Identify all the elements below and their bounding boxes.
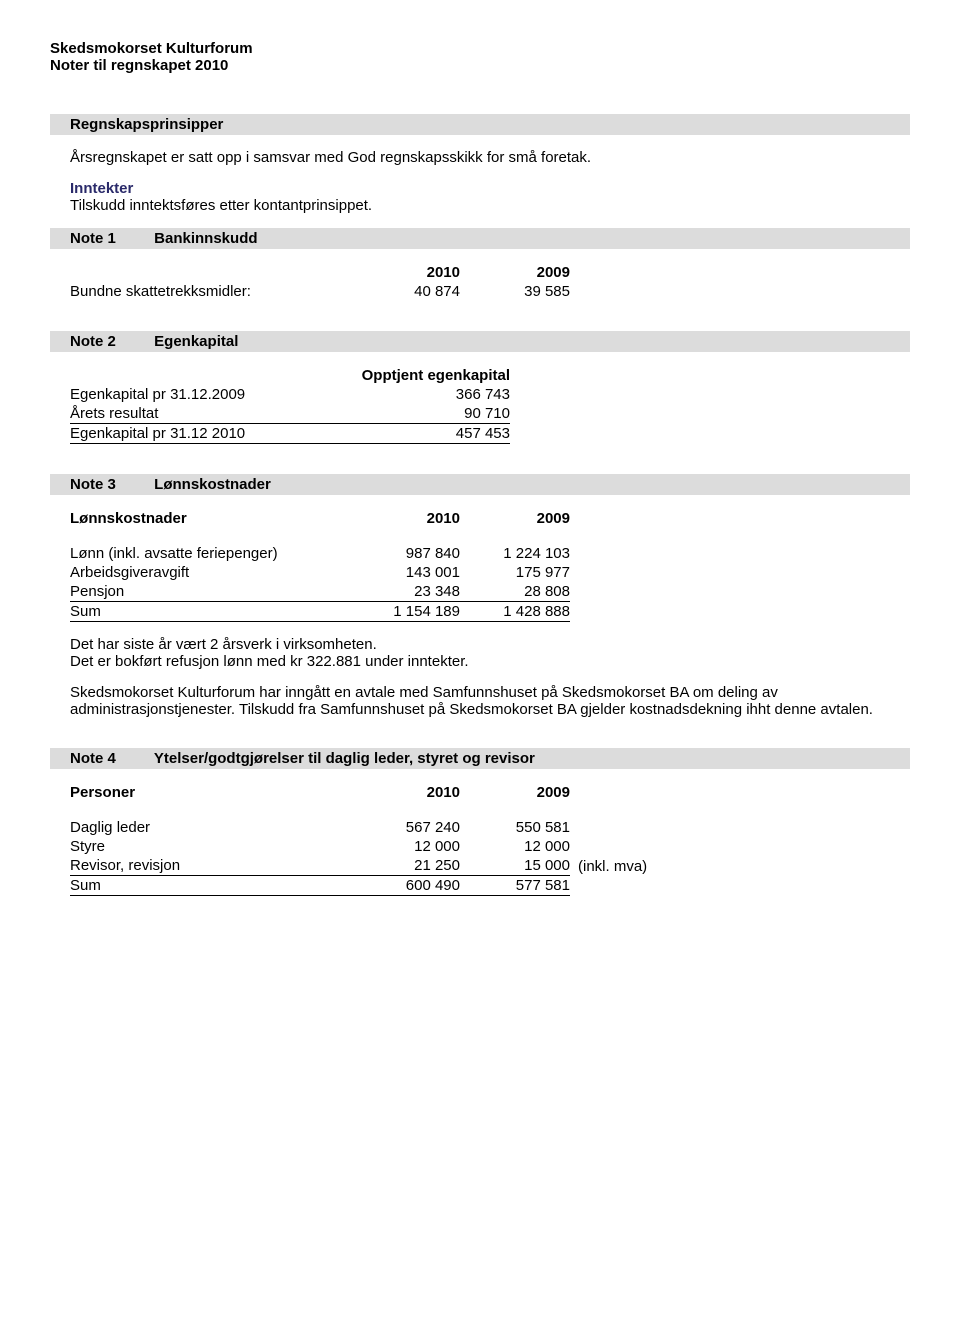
note3-row3-b: 1 428 888	[460, 602, 570, 622]
note4-row2-b: 15 000	[460, 856, 570, 876]
note2-title: Egenkapital	[154, 333, 238, 350]
note4-row0-a: 567 240	[350, 818, 460, 837]
note2-row1-val: 90 710	[330, 404, 510, 424]
note4-title: Ytelser/godtgjørelser til daglig leder, …	[154, 750, 535, 767]
note2-row2-label: Egenkapital pr 31.12 2010	[70, 424, 330, 444]
note2-col-header: Opptjent egenkapital	[330, 366, 510, 385]
note4-table-heading: Personer	[70, 783, 350, 802]
note3-row0-label: Lønn (inkl. avsatte feriepenger)	[70, 544, 350, 563]
note4-year-b: 2009	[460, 783, 570, 802]
note4-row2-extra: (inkl. mva)	[570, 856, 698, 876]
income-heading: Inntekter	[70, 180, 890, 197]
note1-row-label: Bundne skattetrekksmidler:	[70, 282, 350, 301]
note1-val-b: 39 585	[460, 282, 570, 301]
note4-year-a: 2010	[350, 783, 460, 802]
principles-text: Årsregnskapet er satt opp i samsvar med …	[70, 149, 890, 166]
note3-table-heading: Lønnskostnader	[70, 509, 350, 528]
note2-row2-val: 457 453	[330, 424, 510, 444]
note3-year-b: 2009	[460, 509, 570, 528]
note3-row2-label: Pensjon	[70, 582, 350, 602]
note1-table: 2010 2009 Bundne skattetrekksmidler: 40 …	[70, 263, 570, 301]
note3-row1-label: Arbeidsgiveravgift	[70, 563, 350, 582]
income-text: Tilskudd inntektsføres etter kontantprin…	[70, 197, 890, 214]
note1-heading: Note 1 Bankinnskudd	[50, 228, 910, 249]
note3-row2-a: 23 348	[350, 582, 460, 602]
note2-row0-label: Egenkapital pr 31.12.2009	[70, 385, 330, 404]
note2-row1-label: Årets resultat	[70, 404, 330, 424]
note4-row3-b: 577 581	[460, 876, 570, 896]
note3-heading: Note 3 Lønnskostnader	[50, 474, 910, 495]
note4-row0-label: Daglig leder	[70, 818, 350, 837]
note4-row0-extra	[570, 818, 698, 837]
note3-row0-b: 1 224 103	[460, 544, 570, 563]
doc-subtitle: Noter til regnskapet 2010	[50, 57, 910, 74]
note1-val-a: 40 874	[350, 282, 460, 301]
note4-row1-b: 12 000	[460, 837, 570, 856]
note3-row0-a: 987 840	[350, 544, 460, 563]
note4-row0-b: 550 581	[460, 818, 570, 837]
note4-row2-label: Revisor, revisjon	[70, 856, 350, 876]
note3-table: Lønnskostnader 2010 2009 Lønn (inkl. avs…	[70, 509, 570, 622]
note1-year-a: 2010	[350, 263, 460, 282]
note3-row1-a: 143 001	[350, 563, 460, 582]
note3-para1b: Det er bokført refusjon lønn med kr 322.…	[70, 653, 890, 670]
note2-heading: Note 2 Egenkapital	[50, 331, 910, 352]
note3-para1a: Det har siste år vært 2 årsverk i virkso…	[70, 636, 890, 653]
note4-row3-label: Sum	[70, 876, 350, 896]
doc-header: Skedsmokorset Kulturforum Noter til regn…	[50, 40, 910, 74]
note3-year-a: 2010	[350, 509, 460, 528]
note4-row1-label: Styre	[70, 837, 350, 856]
note1-label: Note 1	[70, 230, 150, 247]
note3-para1: Det har siste år vært 2 årsverk i virkso…	[70, 636, 890, 670]
note3-row2-b: 28 808	[460, 582, 570, 602]
note2-label: Note 2	[70, 333, 150, 350]
section-principles-heading: Regnskapsprinsipper	[50, 114, 910, 135]
note3-label: Note 3	[70, 476, 150, 493]
note4-table: Personer 2010 2009 Daglig leder 567 240 …	[70, 783, 698, 896]
note4-row2-a: 21 250	[350, 856, 460, 876]
note3-row3-a: 1 154 189	[350, 602, 460, 622]
note1-title: Bankinnskudd	[154, 230, 257, 247]
note3-para2: Skedsmokorset Kulturforum har inngått en…	[70, 684, 890, 718]
note4-row3-a: 600 490	[350, 876, 460, 896]
note2-row0-val: 366 743	[330, 385, 510, 404]
note4-label: Note 4	[70, 750, 150, 767]
org-title: Skedsmokorset Kulturforum	[50, 40, 910, 57]
note3-title: Lønnskostnader	[154, 476, 271, 493]
note2-table: Opptjent egenkapital Egenkapital pr 31.1…	[70, 366, 510, 444]
note4-row1-extra	[570, 837, 698, 856]
note3-row3-label: Sum	[70, 602, 350, 622]
note1-year-b: 2009	[460, 263, 570, 282]
note4-row1-a: 12 000	[350, 837, 460, 856]
note4-row3-extra	[570, 876, 698, 896]
note4-heading: Note 4 Ytelser/godtgjørelser til daglig …	[50, 748, 910, 769]
note3-row1-b: 175 977	[460, 563, 570, 582]
